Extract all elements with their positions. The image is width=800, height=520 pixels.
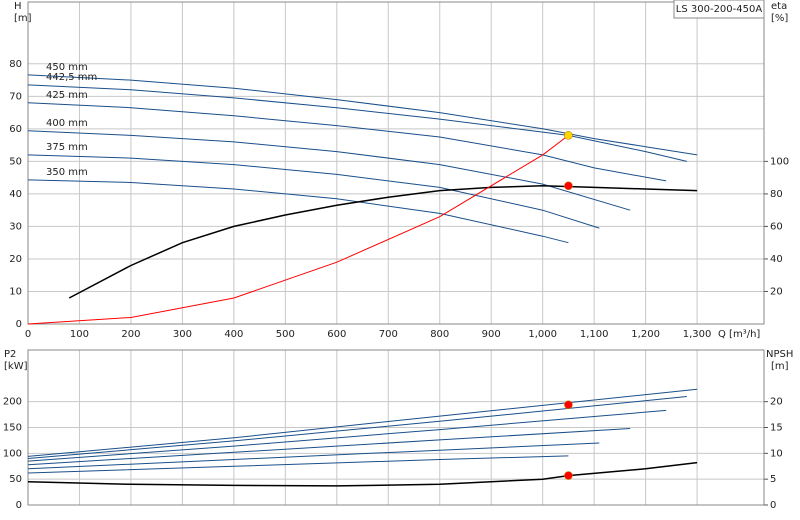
x-tick-label: 400 xyxy=(224,329,243,340)
x-tick-label: 1,200 xyxy=(631,329,660,340)
curve-label: 350 mm xyxy=(46,167,88,178)
curve xyxy=(27,74,698,156)
y2-tick-label: 60 xyxy=(770,221,783,232)
y-axis-label: H xyxy=(14,1,22,12)
plot-frame xyxy=(27,1,765,325)
curve xyxy=(27,130,631,211)
y-tick-label: 70 xyxy=(9,91,22,102)
y2-tick-label: 20 xyxy=(770,397,783,408)
curve xyxy=(68,185,698,299)
curve-label: 450 mm xyxy=(46,62,88,73)
curve xyxy=(27,84,687,162)
curve-label: 425 mm xyxy=(46,90,88,101)
curve xyxy=(27,428,631,466)
y-tick-label: 80 xyxy=(9,59,22,70)
y2-tick-label: 20 xyxy=(770,286,783,297)
x-axis-label: Q [m³/h] xyxy=(718,329,760,340)
operating-point xyxy=(564,471,573,480)
curve-label: 400 mm xyxy=(46,118,88,129)
x-tick-label: 1,000 xyxy=(528,329,557,340)
x-tick-label: 500 xyxy=(276,329,295,340)
y2-tick-label: 0 xyxy=(770,500,776,511)
y2-tick-label: 5 xyxy=(770,474,776,485)
x-tick-label: 900 xyxy=(482,329,501,340)
y-tick-label: 20 xyxy=(9,254,22,265)
y-tick-label: 50 xyxy=(9,156,22,167)
y2-tick-label: 15 xyxy=(770,423,783,434)
x-tick-label: 700 xyxy=(379,329,398,340)
y-tick-label: 150 xyxy=(3,423,22,434)
curve-label: 375 mm xyxy=(46,142,88,153)
x-tick-label: 0 xyxy=(25,329,31,340)
curve xyxy=(27,135,569,325)
x-tick-label: 1,300 xyxy=(683,329,712,340)
y2-tick-label: 10 xyxy=(770,448,783,459)
curve xyxy=(27,442,600,470)
y2-axis-label: NPSH xyxy=(766,349,793,360)
y-tick-label: 100 xyxy=(3,448,22,459)
operating-point xyxy=(564,400,573,410)
x-tick-label: 100 xyxy=(70,329,89,340)
curve xyxy=(27,396,687,459)
y2-tick-label: 40 xyxy=(770,254,783,265)
y-tick-label: 50 xyxy=(9,474,22,485)
x-tick-label: 1,100 xyxy=(580,329,609,340)
x-tick-label: 600 xyxy=(327,329,346,340)
x-tick-label: 800 xyxy=(430,329,449,340)
curve xyxy=(27,102,667,182)
y-tick-label: 60 xyxy=(9,124,22,135)
operating-point xyxy=(564,131,573,140)
y2-axis-unit: [%] xyxy=(771,13,788,24)
y2-axis-unit: [m] xyxy=(771,361,789,372)
curve xyxy=(27,461,698,487)
y-tick-label: 10 xyxy=(9,286,22,297)
y-axis-label: P2 xyxy=(4,349,16,360)
curve xyxy=(27,154,600,229)
curve-label: 442,5 mm xyxy=(46,72,97,83)
y-tick-label: 0 xyxy=(16,319,22,330)
y-axis-unit: [kW] xyxy=(4,361,28,372)
y-tick-label: 0 xyxy=(16,500,22,511)
curve xyxy=(27,388,698,457)
curve xyxy=(27,455,569,474)
y2-tick-label: 80 xyxy=(770,189,783,200)
curve xyxy=(27,179,569,244)
y-axis-unit: [m] xyxy=(14,13,32,24)
y-tick-label: 40 xyxy=(9,189,22,200)
x-tick-label: 300 xyxy=(173,329,192,340)
y-tick-label: 200 xyxy=(3,397,22,408)
y2-axis-label: eta xyxy=(771,1,787,12)
title-box xyxy=(673,0,765,19)
operating-point xyxy=(564,181,573,191)
y2-tick-label: 100 xyxy=(770,156,789,167)
chart-title: LS 300-200-450A xyxy=(676,4,763,15)
curve xyxy=(27,409,667,462)
x-tick-label: 200 xyxy=(121,329,140,340)
y-tick-label: 30 xyxy=(9,221,22,232)
